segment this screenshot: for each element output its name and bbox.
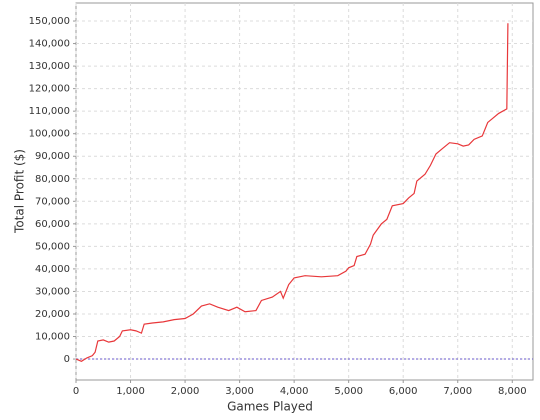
y-tick-label: 40,000 [35,264,70,275]
y-tick-label: 20,000 [35,309,70,320]
y-tick-label: 70,000 [35,196,70,207]
profit-line [75,23,509,362]
y-tick-label: 0 [64,354,70,365]
y-tick-label: 50,000 [35,241,70,252]
y-tick-label: 120,000 [29,84,70,95]
y-axis-title: Total Profit ($) [13,149,27,234]
y-tick-label: 140,000 [29,39,70,50]
x-tick-label: 7,000 [443,386,472,397]
y-tick-label: 30,000 [35,286,70,297]
y-tick-label: 100,000 [29,129,70,140]
y-tick-label: 80,000 [35,174,70,185]
y-tick-label: 110,000 [29,106,70,117]
x-tick-label: 2,000 [171,386,200,397]
x-tick-label: 1,000 [116,386,145,397]
y-tick-label: 10,000 [35,332,70,343]
x-tick-label: 8,000 [498,386,527,397]
x-tick-label: 6,000 [389,386,418,397]
plot-area [75,2,534,381]
x-tick-label: 4,000 [280,386,309,397]
x-axis-title: Games Played [227,400,313,414]
y-tick-label: 60,000 [35,219,70,230]
x-tick-label: 0 [73,386,79,397]
y-tick-label: 130,000 [29,61,70,72]
x-tick-label: 3,000 [225,386,254,397]
y-tick-label: 150,000 [29,16,70,27]
y-tick-label: 90,000 [35,151,70,162]
x-tick-label: 5,000 [334,386,363,397]
